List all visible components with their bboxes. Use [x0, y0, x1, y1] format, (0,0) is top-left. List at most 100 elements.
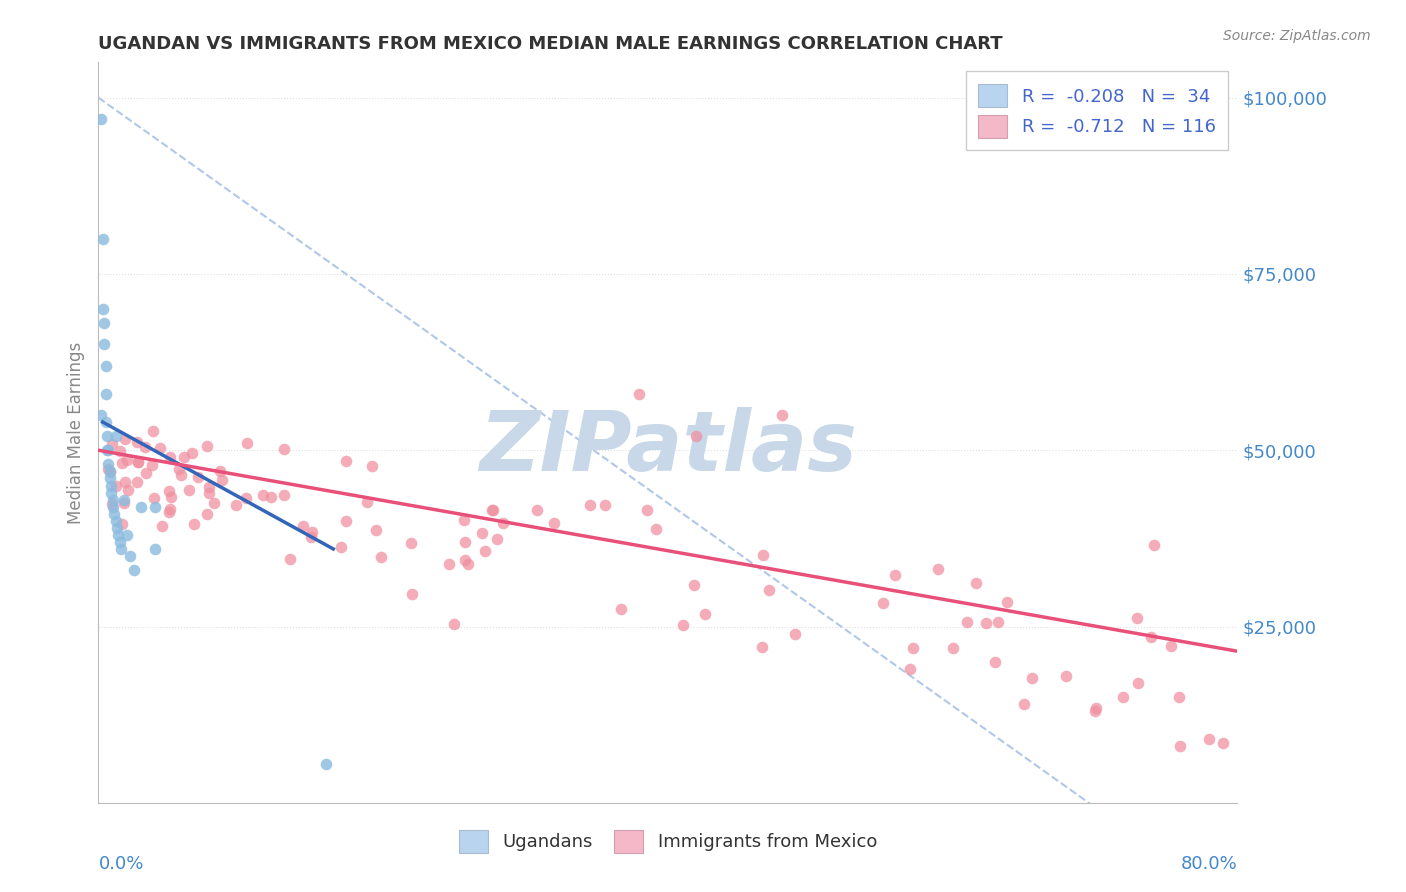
Point	[98, 464, 121, 478]
Point	[1012, 697, 1035, 711]
Point	[770, 408, 793, 422]
Point	[901, 641, 924, 656]
Point	[110, 444, 132, 458]
Point	[683, 578, 706, 592]
Point	[1056, 669, 1078, 683]
Point	[117, 483, 139, 498]
Point	[187, 470, 209, 484]
Text: ZIPatlas: ZIPatlas	[479, 407, 856, 488]
Point	[159, 450, 181, 464]
Point	[180, 446, 202, 460]
Point	[593, 498, 616, 512]
Point	[360, 458, 382, 473]
Point	[91, 302, 114, 317]
Point	[364, 523, 387, 537]
Point	[167, 462, 190, 476]
Point	[98, 471, 121, 485]
Point	[315, 757, 337, 772]
Point	[104, 479, 127, 493]
Point	[884, 568, 907, 582]
Point	[785, 627, 807, 641]
Text: 0.0%: 0.0%	[98, 855, 143, 872]
Point	[179, 483, 201, 497]
Point	[108, 535, 131, 549]
Point	[122, 563, 145, 577]
Point	[1021, 672, 1043, 686]
Point	[103, 507, 125, 521]
Point	[111, 456, 134, 470]
Point	[399, 535, 422, 549]
Point	[872, 596, 894, 610]
Point	[96, 429, 118, 443]
Point	[195, 439, 218, 453]
Point	[100, 465, 122, 479]
Point	[115, 453, 138, 467]
Point	[1126, 676, 1149, 690]
Point	[628, 387, 651, 401]
Point	[471, 525, 494, 540]
Point	[96, 443, 118, 458]
Point	[644, 522, 666, 536]
Point	[135, 467, 157, 481]
Point	[209, 464, 232, 478]
Point	[107, 528, 129, 542]
Point	[898, 662, 921, 676]
Point	[1126, 610, 1149, 624]
Point	[927, 562, 949, 576]
Point	[1198, 732, 1220, 747]
Point	[129, 500, 152, 514]
Point	[94, 387, 117, 401]
Point	[273, 488, 295, 502]
Point	[292, 518, 315, 533]
Point	[225, 498, 247, 512]
Point	[758, 583, 780, 598]
Point	[111, 516, 134, 531]
Point	[195, 508, 218, 522]
Point	[183, 516, 205, 531]
Point	[672, 617, 695, 632]
Point	[752, 549, 775, 563]
Point	[492, 516, 515, 530]
Point	[1084, 704, 1107, 718]
Point	[110, 541, 132, 556]
Point	[997, 595, 1019, 609]
Point	[91, 232, 114, 246]
Point	[1160, 639, 1182, 653]
Point	[1212, 736, 1234, 750]
Point	[94, 359, 117, 373]
Point	[965, 575, 987, 590]
Point	[485, 532, 508, 546]
Point	[1167, 690, 1189, 704]
Point	[125, 475, 148, 490]
Point	[204, 496, 226, 510]
Point	[482, 503, 505, 517]
Point	[636, 503, 658, 517]
Point	[526, 503, 548, 517]
Point	[93, 316, 115, 330]
Point	[170, 467, 193, 482]
Point	[141, 458, 163, 472]
Point	[453, 513, 475, 527]
Point	[114, 433, 136, 447]
Point	[157, 483, 180, 498]
Point	[454, 553, 477, 567]
Point	[100, 497, 122, 511]
Point	[437, 558, 460, 572]
Point	[94, 415, 117, 429]
Point	[236, 436, 259, 450]
Point	[987, 615, 1010, 629]
Point	[141, 424, 163, 438]
Text: 80.0%: 80.0%	[1181, 855, 1237, 872]
Point	[90, 112, 112, 126]
Text: UGANDAN VS IMMIGRANTS FROM MEXICO MEDIAN MALE EARNINGS CORRELATION CHART: UGANDAN VS IMMIGRANTS FROM MEXICO MEDIAN…	[98, 35, 1002, 53]
Point	[112, 496, 135, 510]
Point	[197, 480, 219, 494]
Point	[1140, 630, 1163, 644]
Point	[93, 337, 115, 351]
Point	[160, 490, 183, 504]
Point	[1084, 700, 1107, 714]
Point	[235, 491, 257, 505]
Point	[145, 541, 167, 556]
Point	[401, 587, 423, 601]
Point	[751, 640, 773, 654]
